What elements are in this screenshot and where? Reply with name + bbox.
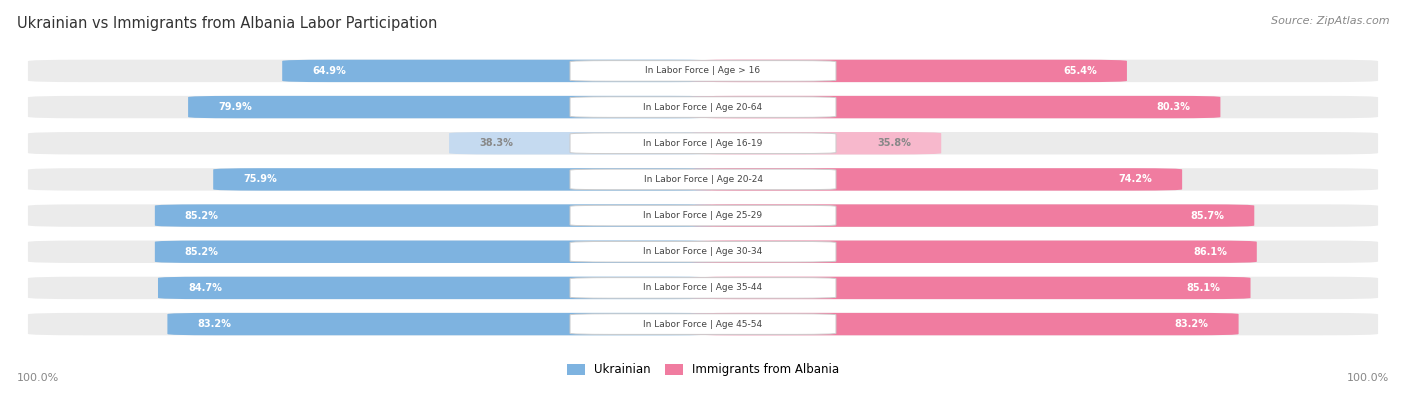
FancyBboxPatch shape	[28, 241, 1378, 263]
Text: In Labor Force | Age 30-34: In Labor Force | Age 30-34	[644, 247, 762, 256]
FancyBboxPatch shape	[167, 313, 717, 335]
FancyBboxPatch shape	[569, 241, 837, 262]
FancyBboxPatch shape	[569, 133, 837, 154]
Text: In Labor Force | Age 35-44: In Labor Force | Age 35-44	[644, 284, 762, 292]
Text: In Labor Force | Age 25-29: In Labor Force | Age 25-29	[644, 211, 762, 220]
Text: 100.0%: 100.0%	[1347, 373, 1389, 383]
FancyBboxPatch shape	[689, 132, 941, 154]
Text: 80.3%: 80.3%	[1157, 102, 1191, 112]
FancyBboxPatch shape	[28, 204, 1378, 227]
FancyBboxPatch shape	[28, 277, 1378, 299]
Text: Ukrainian vs Immigrants from Albania Labor Participation: Ukrainian vs Immigrants from Albania Lab…	[17, 16, 437, 31]
FancyBboxPatch shape	[689, 277, 1250, 299]
Text: 38.3%: 38.3%	[479, 138, 513, 148]
Text: 64.9%: 64.9%	[312, 66, 346, 76]
Text: 84.7%: 84.7%	[188, 283, 222, 293]
FancyBboxPatch shape	[214, 168, 717, 191]
Text: 35.8%: 35.8%	[877, 138, 911, 148]
Text: 85.2%: 85.2%	[184, 247, 219, 257]
Text: Source: ZipAtlas.com: Source: ZipAtlas.com	[1271, 16, 1389, 26]
FancyBboxPatch shape	[28, 132, 1378, 154]
FancyBboxPatch shape	[689, 60, 1128, 82]
Text: 100.0%: 100.0%	[17, 373, 59, 383]
FancyBboxPatch shape	[689, 96, 1220, 118]
FancyBboxPatch shape	[689, 204, 1254, 227]
FancyBboxPatch shape	[569, 205, 837, 226]
Text: 86.1%: 86.1%	[1192, 247, 1227, 257]
FancyBboxPatch shape	[28, 60, 1378, 82]
FancyBboxPatch shape	[569, 97, 837, 117]
FancyBboxPatch shape	[449, 132, 717, 154]
FancyBboxPatch shape	[155, 204, 717, 227]
Text: 65.4%: 65.4%	[1063, 66, 1097, 76]
Text: In Labor Force | Age 20-64: In Labor Force | Age 20-64	[644, 103, 762, 111]
FancyBboxPatch shape	[689, 168, 1182, 191]
Text: 75.9%: 75.9%	[243, 175, 277, 184]
Text: 85.1%: 85.1%	[1187, 283, 1220, 293]
Text: In Labor Force | Age 20-24: In Labor Force | Age 20-24	[644, 175, 762, 184]
FancyBboxPatch shape	[569, 169, 837, 190]
FancyBboxPatch shape	[188, 96, 717, 118]
Text: 74.2%: 74.2%	[1118, 175, 1152, 184]
Text: In Labor Force | Age 16-19: In Labor Force | Age 16-19	[644, 139, 762, 148]
Text: 85.7%: 85.7%	[1191, 211, 1225, 220]
FancyBboxPatch shape	[569, 314, 837, 335]
FancyBboxPatch shape	[689, 241, 1257, 263]
FancyBboxPatch shape	[283, 60, 717, 82]
FancyBboxPatch shape	[689, 313, 1239, 335]
Text: In Labor Force | Age 45-54: In Labor Force | Age 45-54	[644, 320, 762, 329]
FancyBboxPatch shape	[157, 277, 717, 299]
FancyBboxPatch shape	[569, 278, 837, 298]
FancyBboxPatch shape	[28, 96, 1378, 118]
FancyBboxPatch shape	[569, 60, 837, 81]
FancyBboxPatch shape	[155, 241, 717, 263]
Text: 79.9%: 79.9%	[218, 102, 252, 112]
Text: 85.2%: 85.2%	[184, 211, 219, 220]
FancyBboxPatch shape	[28, 313, 1378, 335]
Legend: Ukrainian, Immigrants from Albania: Ukrainian, Immigrants from Albania	[562, 359, 844, 381]
Text: 83.2%: 83.2%	[1175, 319, 1209, 329]
Text: In Labor Force | Age > 16: In Labor Force | Age > 16	[645, 66, 761, 75]
Text: 83.2%: 83.2%	[197, 319, 231, 329]
FancyBboxPatch shape	[28, 168, 1378, 191]
